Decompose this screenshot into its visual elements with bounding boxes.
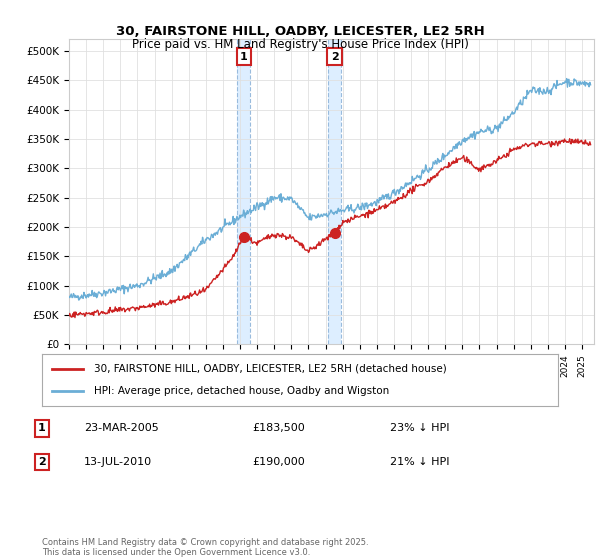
Text: £183,500: £183,500 — [252, 423, 305, 433]
Text: 2: 2 — [38, 457, 46, 467]
Text: 23-MAR-2005: 23-MAR-2005 — [84, 423, 159, 433]
Bar — [328, 39, 341, 344]
Text: Price paid vs. HM Land Registry's House Price Index (HPI): Price paid vs. HM Land Registry's House … — [131, 38, 469, 50]
Text: 30, FAIRSTONE HILL, OADBY, LEICESTER, LE2 5RH (detached house): 30, FAIRSTONE HILL, OADBY, LEICESTER, LE… — [94, 363, 446, 374]
Text: HPI: Average price, detached house, Oadby and Wigston: HPI: Average price, detached house, Oadb… — [94, 386, 389, 396]
Text: 1: 1 — [240, 52, 248, 62]
Text: £190,000: £190,000 — [252, 457, 305, 467]
Text: 30, FAIRSTONE HILL, OADBY, LEICESTER, LE2 5RH: 30, FAIRSTONE HILL, OADBY, LEICESTER, LE… — [116, 25, 484, 38]
Text: 1: 1 — [38, 423, 46, 433]
Text: Contains HM Land Registry data © Crown copyright and database right 2025.
This d: Contains HM Land Registry data © Crown c… — [42, 538, 368, 557]
Text: 2: 2 — [331, 52, 338, 62]
Text: 23% ↓ HPI: 23% ↓ HPI — [390, 423, 449, 433]
Text: 13-JUL-2010: 13-JUL-2010 — [84, 457, 152, 467]
Text: 21% ↓ HPI: 21% ↓ HPI — [390, 457, 449, 467]
Bar — [238, 39, 250, 344]
